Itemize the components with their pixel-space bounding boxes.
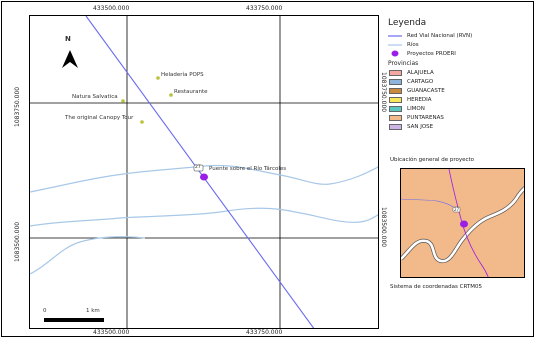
coord-left-1: 1083750.000 [14,86,21,127]
north-label: N [65,35,71,43]
legend-provincia-label: ALAJUELA [407,69,434,76]
poi-restaurante [169,93,173,97]
coord-bottom-2: 433750.000 [246,329,283,336]
north-arrow-icon [62,50,78,68]
line-symbol-icon [388,41,402,48]
river-line-1 [30,164,378,193]
coord-top-1: 433500.000 [93,5,130,12]
inset-river [401,187,524,263]
swatch-icon [388,105,402,112]
coord-bottom-1: 433500.000 [93,329,130,336]
legend-provincia-sanjose: SAN JOSE [388,122,533,131]
legend-provincias-title: Provincias [388,60,419,67]
legend-provincia-alajuela: ALAJUELA [388,68,533,77]
legend-item-rios: Ríos [388,40,533,49]
inset-map[interactable]: 27 [400,168,525,278]
legend-item-rvn: Red Vial Nacional (RVN) [388,31,533,40]
legend-provincia-cartago: CARTAGO [388,77,533,86]
coord-left-2: 1083500.000 [14,221,21,262]
main-map[interactable]: 27 N Heladería POPS Restaurante Natura S… [29,15,379,329]
legend-provincia-puntarenas: PUNTARENAS [388,113,533,122]
swatch-icon [388,78,402,85]
inset-road-label: 27 [454,207,460,212]
legend-provincia-label: LIMON [407,105,425,112]
swatch-icon [388,123,402,130]
legend-provincia-label: SAN JOSE [407,123,434,130]
project-label[interactable]: Puente sobre el Río Tárcoles [209,166,287,172]
swatch-icon [388,69,402,76]
legend-provincia-label: PUNTARENAS [407,114,444,121]
poi-label-canopy[interactable]: The original Canopy Tour [65,115,134,121]
road-shield-label: 27 [195,165,201,170]
swatch-icon [388,114,402,121]
road-rvn-27 [85,16,315,328]
inset-road-2 [401,198,457,210]
legend-provincia-label: CARTAGO [407,78,434,85]
swatch-icon [388,87,402,94]
poi-canopy [140,120,144,124]
poi-natura [121,99,125,103]
inset-road-shield [452,206,461,213]
coord-right-2: 1083500.000 [380,207,387,248]
inset-title: Ubicación general de proyecto [390,157,475,163]
legend-item-label: Ríos [407,41,419,48]
river-line-3 [30,236,146,275]
inset-project-point [460,220,468,228]
legend-item-label: Red Vial Nacional (RVN) [407,32,473,39]
inset-map-canvas [401,169,524,277]
poi-label-natura[interactable]: Natura Salvatica [72,94,118,100]
inset-road [448,169,489,277]
legend-provincia-heredia: HEREDIA [388,95,533,104]
main-map-canvas [30,16,378,328]
project-point [200,173,208,181]
poi-heladeria [156,76,160,80]
legend-provincia-guanacaste: GUANACASTE [388,86,533,95]
legend-item-proyectos: Proyectos PROERI [388,49,533,58]
legend-panel: Leyenda Red Vial Nacional (RVN) Ríos Pro… [388,18,533,131]
legend-item-label: Proyectos PROERI [407,50,456,57]
coord-right-1: 1083750.000 [380,72,387,113]
legend-provincia-label: GUANACASTE [407,87,445,94]
legend-title: Leyenda [388,18,427,28]
scale-label-end: 1 km [86,308,100,314]
line-symbol-icon [388,32,402,39]
legend-provincia-label: HEREDIA [407,96,432,103]
coord-top-2: 433750.000 [246,5,283,12]
scale-bar-segment-1 [44,318,78,322]
road-shield-27 [193,164,204,172]
point-symbol-icon [388,50,402,57]
scale-label-start: 0 [43,308,47,314]
swatch-icon [388,96,402,103]
poi-label-heladeria[interactable]: Heladería POPS [161,72,204,78]
legend-provincia-limon: LIMON [388,104,533,113]
river-line-2 [30,207,378,227]
scale-bar-segment-2 [78,318,104,322]
poi-label-restaurante[interactable]: Restaurante [174,89,208,95]
crs-label: Sistema de coordenadas CRTM05 [390,284,483,290]
